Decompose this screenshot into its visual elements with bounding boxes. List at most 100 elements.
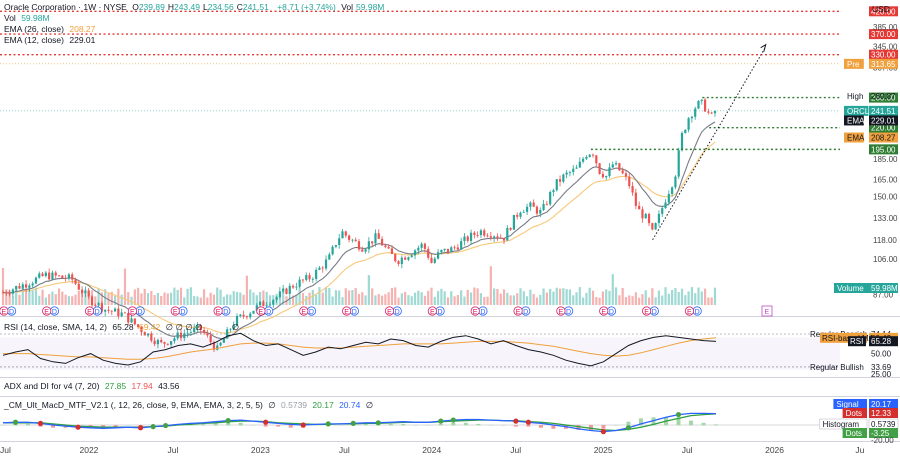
candle-body [476, 234, 479, 236]
volume-bar [410, 296, 413, 305]
volume-bar [430, 287, 433, 305]
volume-bar [222, 296, 225, 305]
candle-body [104, 309, 107, 312]
candle-body [232, 324, 235, 329]
earnings-marker [342, 306, 352, 316]
macd-histogram-bar [113, 425, 118, 427]
candle-body [255, 305, 258, 311]
candle-body [390, 248, 394, 254]
candle-body [160, 340, 163, 343]
volume-bar [654, 297, 657, 305]
volume-bar [354, 287, 357, 305]
candle-body [5, 292, 8, 294]
candle-body [193, 327, 196, 333]
candle-body [305, 275, 308, 280]
volume-bar [516, 293, 519, 305]
trend-line [652, 46, 767, 241]
volume-bar [591, 290, 595, 305]
pre-tag-value: 313.65 [871, 60, 896, 69]
volume-bar [130, 296, 133, 305]
earnings-marker [256, 306, 266, 316]
volume-bar [694, 293, 697, 305]
dividend-marker-text: D [566, 309, 571, 316]
ohlc-c: C241.51 [236, 2, 269, 12]
time-tick: Jul [682, 445, 693, 455]
macd-cross-dot [225, 418, 231, 424]
rsi-line [2, 332, 717, 367]
volume-bar [259, 291, 262, 305]
volume-bar [624, 297, 628, 305]
volume-bar [315, 294, 318, 305]
candle-body [575, 167, 578, 169]
candle-body [496, 236, 499, 238]
volume-bar [311, 289, 314, 305]
volume-bar [436, 291, 440, 305]
macd-tag-value: 12.33 [871, 409, 892, 418]
macd-value-hist: 0.5739 [281, 400, 308, 410]
candle-body [387, 246, 390, 249]
last-price-tag: ORCL 241.51 [844, 105, 898, 116]
candle-body [509, 228, 512, 230]
volume-bar [417, 290, 420, 305]
level-tag-text-195.00: 195.00 [871, 145, 896, 154]
macd-cross-dot [675, 411, 682, 418]
rsi-ma-line [3, 337, 717, 360]
level-tag-370.00 [869, 29, 898, 40]
macd-histogram-bar [213, 422, 218, 426]
candle-body [539, 210, 542, 214]
macd-cross-dot [12, 419, 19, 425]
volume-bar [664, 287, 667, 305]
candle-body [407, 257, 410, 260]
volume-bar [545, 292, 548, 305]
volume-bar [506, 292, 509, 305]
candle-body [311, 278, 314, 280]
candle-body [601, 173, 604, 178]
volume-bar [18, 294, 21, 305]
earnings-marker [170, 306, 180, 316]
earnings-marker-text: E [687, 309, 692, 316]
volume-bar [84, 289, 87, 305]
rsi-legend: RSI (14, close, SMA, 14, 2) 65.28 69.42 … [4, 322, 242, 333]
candle-body [282, 288, 285, 292]
level-tag-text-330.00: 330.00 [871, 51, 896, 60]
candles [1, 97, 717, 352]
volume-bar [34, 287, 38, 305]
volume-bar [657, 290, 661, 305]
chart-legend: Oracle Corporation · 1W · NYSE O239.89 H2… [4, 2, 387, 46]
candle-body [354, 239, 357, 242]
volume-bar [525, 296, 529, 305]
candle-body [519, 212, 522, 217]
macd-value-signal: 20.17 [312, 400, 334, 410]
candle-body [24, 284, 28, 288]
volume-bar [202, 289, 206, 305]
earnings-marker [127, 306, 138, 316]
candle-body [486, 235, 489, 237]
volume-bar [361, 292, 364, 305]
macd-histogram-bar [126, 425, 131, 426]
volume-bar [219, 289, 222, 305]
level-tag-260.00 [869, 92, 898, 103]
price-tick: 133.00 [873, 214, 898, 223]
volume-bar [318, 287, 321, 305]
macd-legend-zero-2: ∅ [365, 400, 374, 410]
candle-body [430, 257, 433, 263]
volume-bar [137, 287, 140, 305]
volume-bar [301, 293, 305, 305]
price-tick: 385.00 [873, 23, 898, 32]
candle-body [153, 340, 156, 345]
volume-bar [582, 297, 585, 305]
macd-cross-dot [325, 421, 331, 427]
volume-bar [216, 287, 219, 305]
earnings-marker-text: E [216, 309, 221, 316]
ema26-tag: EMA 208.27 [844, 132, 898, 143]
candle-body [598, 163, 601, 174]
candle-body [634, 192, 637, 206]
macd-histogram-bar [714, 424, 719, 426]
volume-bar [176, 289, 179, 305]
candle-body [252, 310, 255, 314]
time-tick: Ju [855, 445, 864, 455]
volume-bar [394, 287, 397, 305]
macd-tag-label-bg [833, 399, 867, 409]
volume-bar [249, 289, 252, 305]
